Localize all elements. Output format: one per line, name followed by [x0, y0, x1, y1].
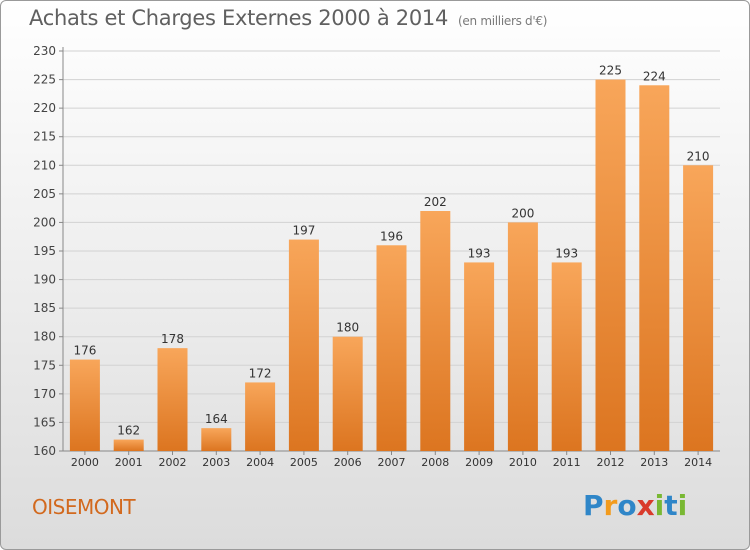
y-tick-label: 180 — [33, 330, 56, 344]
labels: 160 165 170 175 180 185 190 195 200 205 210 215 220 2… — [33, 44, 712, 469]
x-tick-label: 2002 — [159, 456, 187, 469]
x-tick-label: 2004 — [246, 456, 274, 469]
logo-letter: i — [654, 489, 665, 522]
y-tick-label: 170 — [33, 387, 56, 401]
logo-letter: t — [664, 489, 678, 522]
bar-2007 — [376, 245, 407, 451]
x-tick-label: 2010 — [509, 456, 537, 469]
bar-2012 — [595, 79, 626, 452]
value-label: 164 — [205, 412, 228, 426]
logo-letter: x — [636, 489, 655, 522]
bar-2013 — [639, 85, 670, 452]
value-label: 193 — [555, 246, 578, 260]
x-tick-label: 2003 — [202, 456, 230, 469]
x-tick-label: 2001 — [115, 456, 143, 469]
value-label: 197 — [292, 224, 315, 238]
value-label: 200 — [511, 206, 534, 220]
x-tick-label: 2008 — [421, 456, 449, 469]
y-tick-label: 220 — [33, 101, 56, 115]
logo-letter: r — [603, 489, 618, 522]
bar-2001 — [113, 439, 144, 451]
bar-2010 — [507, 222, 538, 451]
x-tick-label: 2013 — [640, 456, 668, 469]
title-text: Achats et Charges Externes 2000 à 2014 — [29, 6, 449, 30]
bar-2014 — [683, 165, 714, 452]
commune-name: OISEMONT — [32, 495, 136, 519]
bars — [69, 79, 714, 452]
y-tick-label: 185 — [33, 301, 56, 315]
x-tick-label: 2014 — [684, 456, 712, 469]
y-tick-label: 210 — [33, 158, 56, 172]
x-tick-label: 2006 — [334, 456, 362, 469]
bar-2011 — [551, 262, 582, 451]
bar-2000 — [69, 359, 100, 451]
proxiti-logo: Proxiti — [583, 489, 687, 522]
bar-2008 — [420, 211, 451, 451]
logo-letter: i — [677, 489, 688, 522]
value-label: 176 — [73, 344, 96, 358]
bar-2003 — [201, 428, 232, 451]
y-tick-label: 215 — [33, 130, 56, 144]
value-label: 196 — [380, 229, 403, 243]
x-tick-label: 2005 — [290, 456, 318, 469]
unit-note: (en milliers d'€) — [458, 14, 548, 28]
logo-letter: o — [617, 489, 637, 522]
y-tick-label: 190 — [33, 273, 56, 287]
value-label: 178 — [161, 332, 184, 346]
chart-title: Achats et Charges Externes 2000 à 2014 (e… — [29, 6, 547, 30]
bar-2006 — [332, 336, 363, 451]
x-tick-label: 2012 — [597, 456, 625, 469]
y-tick-label: 175 — [33, 358, 56, 372]
value-label: 224 — [643, 69, 666, 83]
bar-2002 — [157, 348, 188, 451]
logo-letter: P — [583, 489, 604, 522]
x-tick-label: 2009 — [465, 456, 493, 469]
bar-2005 — [288, 239, 319, 451]
value-label: 172 — [249, 366, 272, 380]
y-tick-label: 165 — [33, 415, 56, 429]
x-tick-label: 2000 — [71, 456, 99, 469]
x-tick-label: 2011 — [553, 456, 581, 469]
value-label: 162 — [117, 424, 140, 438]
value-label: 225 — [599, 64, 622, 78]
y-tick-label: 225 — [33, 73, 56, 87]
bar-2009 — [464, 262, 495, 451]
value-label: 210 — [687, 149, 710, 163]
value-label: 180 — [336, 321, 359, 335]
bar-2004 — [245, 382, 276, 451]
value-label: 193 — [468, 246, 491, 260]
value-label: 202 — [424, 195, 447, 209]
y-tick-label: 200 — [33, 215, 56, 229]
y-tick-label: 205 — [33, 187, 56, 201]
y-tick-label: 195 — [33, 244, 56, 258]
x-tick-label: 2007 — [378, 456, 406, 469]
y-tick-label: 160 — [33, 444, 56, 458]
y-tick-label: 230 — [33, 44, 56, 58]
